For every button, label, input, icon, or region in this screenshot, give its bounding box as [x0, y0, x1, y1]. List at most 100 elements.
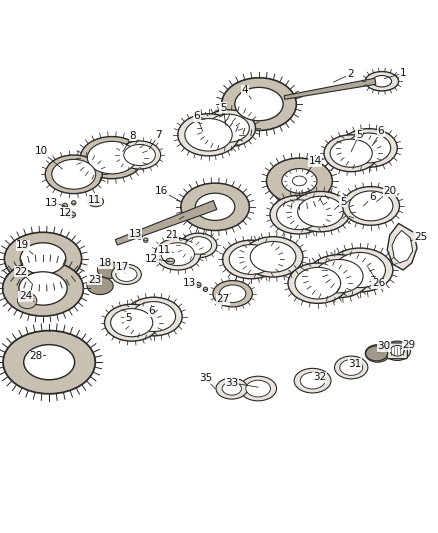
- Ellipse shape: [300, 372, 324, 389]
- Ellipse shape: [155, 238, 200, 270]
- Ellipse shape: [293, 368, 330, 393]
- Ellipse shape: [212, 280, 252, 307]
- Ellipse shape: [137, 234, 142, 239]
- Text: 12: 12: [145, 254, 158, 264]
- Ellipse shape: [292, 176, 306, 185]
- Ellipse shape: [111, 264, 141, 285]
- Text: 8: 8: [129, 131, 136, 141]
- Ellipse shape: [342, 187, 399, 225]
- Ellipse shape: [207, 114, 249, 142]
- Ellipse shape: [371, 76, 391, 87]
- Ellipse shape: [104, 304, 159, 341]
- Text: 13: 13: [183, 278, 196, 288]
- Ellipse shape: [215, 378, 247, 399]
- Ellipse shape: [180, 233, 216, 258]
- Ellipse shape: [234, 87, 283, 121]
- Ellipse shape: [180, 183, 249, 230]
- Ellipse shape: [290, 191, 350, 232]
- Ellipse shape: [314, 260, 362, 293]
- Text: 6: 6: [377, 126, 384, 136]
- Ellipse shape: [286, 172, 312, 190]
- Text: 29: 29: [402, 340, 415, 350]
- Ellipse shape: [266, 158, 332, 204]
- Text: 4: 4: [241, 85, 248, 95]
- Ellipse shape: [346, 133, 390, 163]
- Ellipse shape: [297, 196, 343, 227]
- Ellipse shape: [116, 268, 137, 281]
- Text: 5: 5: [339, 197, 346, 206]
- Text: 16: 16: [155, 186, 168, 196]
- Text: 6: 6: [148, 306, 155, 316]
- Text: 1: 1: [399, 68, 406, 78]
- Text: 26: 26: [371, 278, 384, 288]
- Ellipse shape: [97, 262, 122, 278]
- Ellipse shape: [307, 255, 370, 297]
- Text: 5: 5: [355, 130, 362, 140]
- Ellipse shape: [125, 297, 182, 336]
- Ellipse shape: [124, 144, 155, 166]
- Ellipse shape: [229, 245, 272, 274]
- Ellipse shape: [87, 277, 113, 295]
- Ellipse shape: [294, 268, 340, 299]
- Polygon shape: [386, 223, 416, 270]
- Ellipse shape: [71, 200, 76, 205]
- Ellipse shape: [245, 380, 270, 397]
- Ellipse shape: [80, 136, 143, 179]
- Ellipse shape: [18, 293, 37, 309]
- Text: 27: 27: [216, 294, 229, 304]
- Ellipse shape: [67, 212, 75, 218]
- Text: 19: 19: [16, 240, 29, 251]
- Ellipse shape: [24, 345, 74, 379]
- Text: 11: 11: [88, 195, 101, 205]
- Ellipse shape: [201, 110, 255, 147]
- Ellipse shape: [20, 243, 66, 274]
- Ellipse shape: [339, 128, 396, 167]
- Ellipse shape: [365, 346, 387, 361]
- Ellipse shape: [329, 139, 371, 167]
- Text: 35: 35: [198, 374, 212, 383]
- Ellipse shape: [239, 376, 276, 401]
- Ellipse shape: [276, 200, 320, 230]
- Ellipse shape: [339, 360, 362, 375]
- Ellipse shape: [166, 258, 174, 264]
- Ellipse shape: [19, 272, 67, 305]
- Text: 13: 13: [45, 198, 58, 208]
- Ellipse shape: [185, 237, 211, 254]
- Ellipse shape: [269, 196, 326, 234]
- Text: 25: 25: [413, 232, 426, 241]
- Polygon shape: [391, 230, 412, 263]
- Text: 17: 17: [115, 262, 128, 272]
- Text: 2: 2: [346, 69, 353, 79]
- Ellipse shape: [195, 193, 234, 221]
- Ellipse shape: [334, 253, 385, 288]
- Text: 10: 10: [35, 147, 48, 157]
- Ellipse shape: [323, 135, 378, 172]
- Text: 31: 31: [347, 359, 360, 369]
- Text: 13: 13: [128, 229, 141, 239]
- Text: 23: 23: [88, 274, 101, 285]
- Ellipse shape: [348, 191, 392, 221]
- Ellipse shape: [389, 345, 403, 356]
- Text: 5: 5: [219, 102, 226, 112]
- Ellipse shape: [143, 238, 148, 243]
- Ellipse shape: [203, 287, 207, 292]
- Text: 7: 7: [155, 130, 162, 140]
- Text: 21: 21: [165, 230, 178, 240]
- Text: 6: 6: [368, 192, 375, 202]
- Ellipse shape: [4, 232, 81, 285]
- Ellipse shape: [287, 263, 347, 303]
- Text: 32: 32: [312, 372, 325, 382]
- Ellipse shape: [281, 168, 316, 193]
- Ellipse shape: [184, 118, 232, 151]
- Text: 18: 18: [99, 258, 112, 268]
- Ellipse shape: [195, 282, 201, 288]
- Ellipse shape: [243, 237, 302, 277]
- Ellipse shape: [110, 309, 152, 337]
- Text: 24: 24: [19, 292, 32, 301]
- Ellipse shape: [131, 302, 175, 332]
- Ellipse shape: [222, 240, 279, 279]
- FancyBboxPatch shape: [386, 343, 406, 359]
- Ellipse shape: [3, 261, 83, 316]
- Text: 30: 30: [377, 342, 390, 351]
- Ellipse shape: [364, 71, 398, 91]
